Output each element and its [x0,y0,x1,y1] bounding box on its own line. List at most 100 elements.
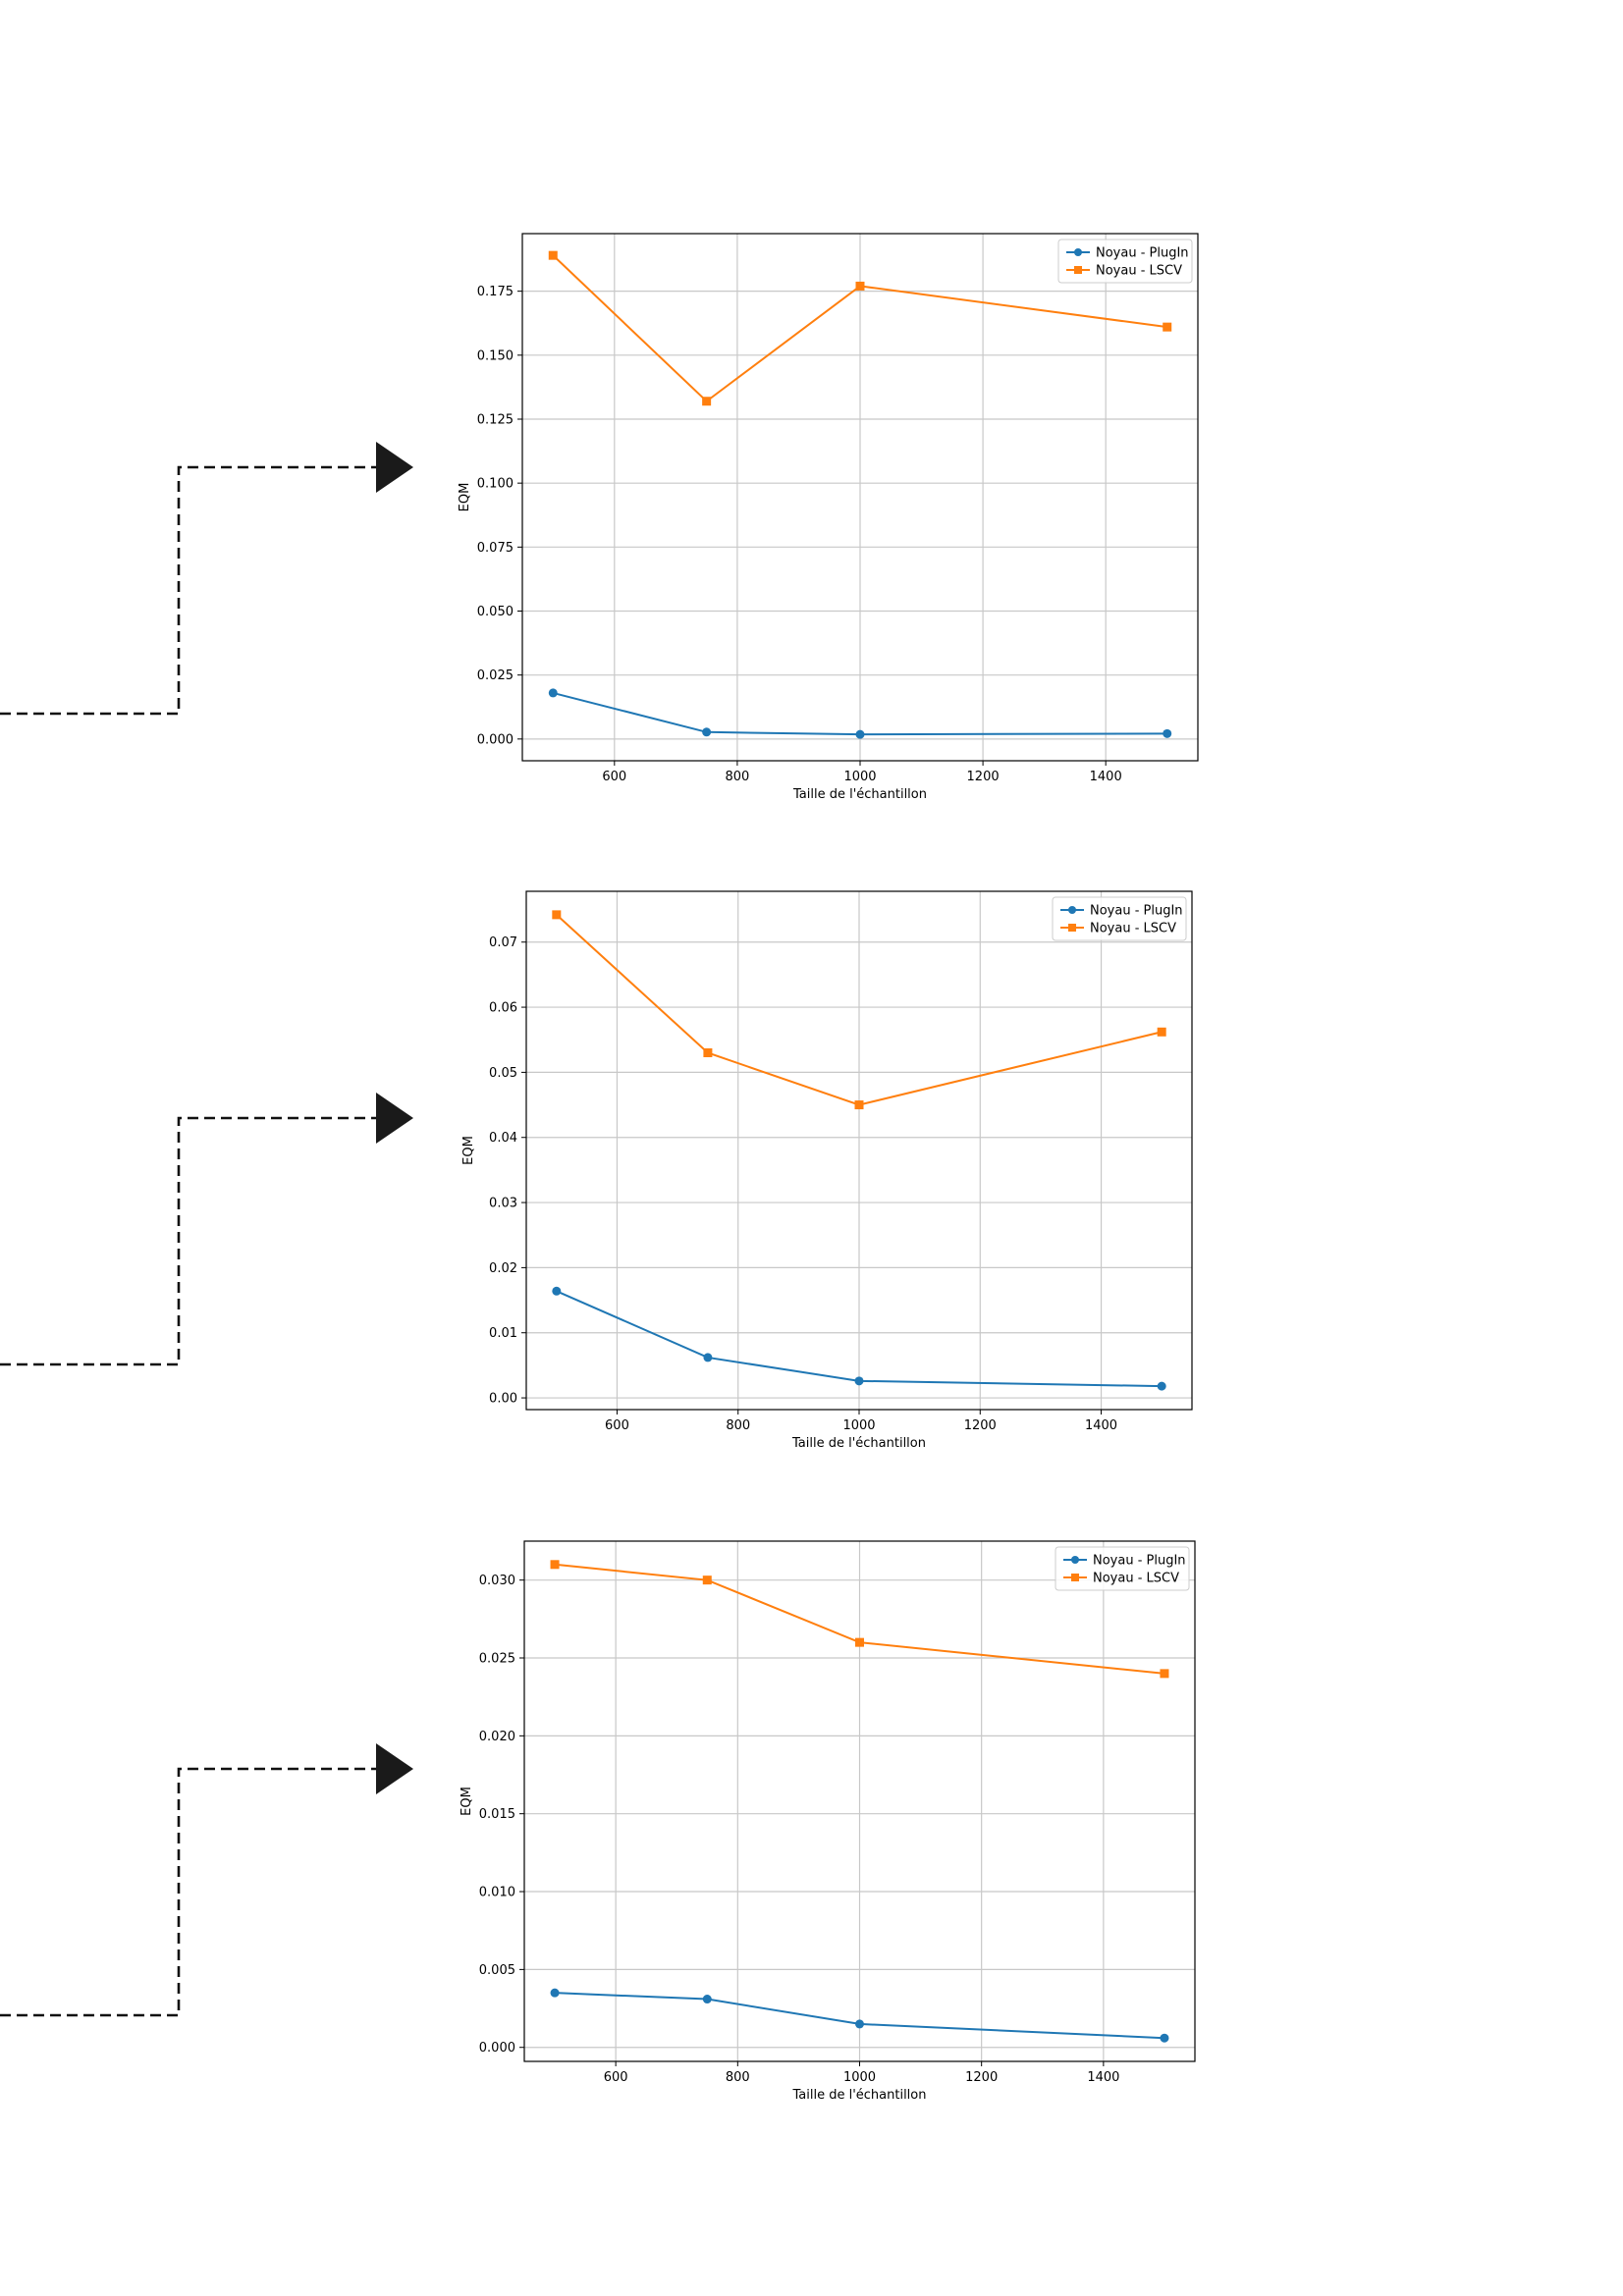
data-point-1 [552,1286,562,1296]
legend: Noyau - PlugIn Noyau - LSCV [1057,239,1193,284]
data-point-2 [854,1100,864,1110]
data-point-2 [703,1048,713,1058]
data-point-2 [702,397,712,406]
data-point-2 [855,1637,864,1647]
x-tick-label: 1400 [1087,2070,1119,2085]
data-point-2 [550,1560,560,1570]
legend-label: Noyau - LSCV [1093,1572,1179,1586]
data-point-1 [548,688,558,698]
series-line-1 [555,1992,1165,2040]
y-tick-label: 0.050 [477,605,514,619]
legend: Noyau - PlugIn Noyau - LSCV [1055,1546,1190,1591]
y-axis-label: EQM [460,1787,474,1816]
y-tick-label: 0.000 [479,2041,515,2056]
data-point-2 [1157,1027,1166,1037]
arrow-head-icon [376,442,413,493]
data-point-2 [1160,1669,1169,1679]
x-tick-label: 800 [726,1418,750,1433]
y-tick-label: 0.02 [489,1261,517,1276]
y-tick-label: 0.025 [479,1652,515,1667]
arrow-head-icon [376,1093,413,1144]
dashed-connector-line [0,465,376,716]
legend-marker [1071,1574,1079,1581]
y-axis-label: EQM [461,1136,476,1165]
y-tick-label: 0.075 [477,541,514,556]
y-tick-label: 0.150 [477,348,514,363]
connector-arrow-1 [0,442,413,716]
y-tick-label: 0.005 [479,1963,515,1978]
x-tick-label: 1000 [842,1418,875,1433]
data-point-1 [1160,2033,1169,2043]
legend-marker [1071,1556,1079,1564]
y-tick-label: 0.04 [489,1131,517,1146]
series-line-2 [554,1563,1165,1675]
series-line-2 [552,254,1167,403]
data-point-2 [1163,322,1172,332]
x-axis-label: Taille de l'échantillon [791,1436,926,1451]
legend-marker [1068,906,1076,914]
legend-label: Noyau - PlugIn [1093,1554,1186,1569]
legend-label: Noyau - LSCV [1090,922,1176,936]
arrow-head-icon [376,1743,413,1794]
y-tick-label: 0.06 [489,1001,517,1016]
x-tick-label: 800 [725,770,749,784]
y-tick-label: 0.175 [477,285,514,299]
data-point-1 [703,1353,713,1362]
data-point-1 [702,1995,712,2004]
x-tick-label: 1400 [1090,770,1122,784]
data-point-2 [855,281,865,291]
y-tick-label: 0.03 [489,1197,517,1211]
y-tick-label: 0.030 [479,1574,515,1588]
connector-arrow-2 [0,1093,413,1366]
x-tick-label: 1200 [965,2070,998,2085]
x-tick-label: 1200 [964,1418,997,1433]
y-tick-label: 0.01 [489,1326,517,1341]
x-tick-label: 1400 [1085,1418,1117,1433]
legend-box [1052,896,1187,941]
data-point-2 [552,910,562,920]
legend-marker [1068,924,1076,932]
x-tick-label: 600 [602,770,626,784]
x-tick-label: 600 [604,2070,628,2085]
x-axis-label: Taille de l'échantillon [791,2088,926,2103]
x-axis-label: Taille de l'échantillon [792,787,927,802]
legend-label: Noyau - PlugIn [1096,246,1189,261]
y-tick-label: 0.025 [477,668,514,683]
y-tick-label: 0.100 [477,477,514,492]
data-point-2 [702,1575,712,1585]
series-line-1 [553,691,1167,736]
data-point-1 [702,727,712,737]
y-tick-label: 0.020 [479,1730,515,1744]
data-point-1 [1163,728,1172,738]
data-point-1 [855,2019,864,2029]
data-point-1 [550,1988,560,1998]
y-tick-label: 0.07 [489,935,517,950]
y-axis-label: EQM [458,483,472,512]
legend-box [1055,1546,1190,1591]
x-tick-label: 1000 [843,2070,876,2085]
legend-marker [1074,266,1082,274]
legend-label: Noyau - PlugIn [1090,904,1183,919]
grid [524,1541,1195,2061]
legend: Noyau - PlugIn Noyau - LSCV [1052,896,1187,941]
x-tick-label: 1200 [967,770,1000,784]
data-point-1 [854,1376,864,1386]
y-tick-label: 0.05 [489,1066,517,1081]
grid [522,234,1198,761]
x-tick-label: 600 [605,1418,629,1433]
dashed-connector-line [0,1116,376,1366]
legend-label: Noyau - LSCV [1096,264,1182,279]
data-point-2 [548,250,558,260]
y-tick-label: 0.00 [489,1392,517,1407]
data-point-1 [1157,1381,1166,1391]
y-tick-label: 0.000 [477,732,514,747]
y-tick-label: 0.015 [479,1807,515,1822]
legend-marker [1074,248,1082,256]
series-line-1 [556,1290,1163,1388]
series-line-2 [556,914,1163,1106]
